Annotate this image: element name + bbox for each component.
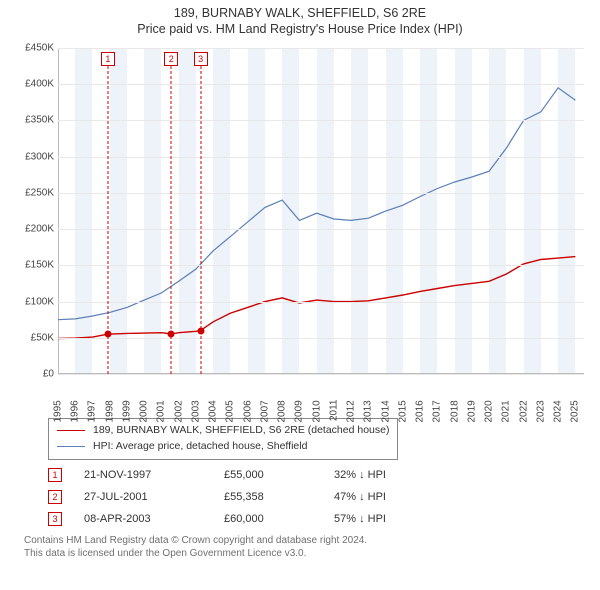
x-tick-label: 1995 bbox=[53, 400, 64, 426]
x-tick-label: 1999 bbox=[121, 400, 132, 426]
x-tick-label: 2000 bbox=[139, 400, 150, 426]
x-tick-label: 2014 bbox=[380, 400, 391, 426]
chart-container: 189, BURNABY WALK, SHEFFIELD, S6 2RE Pri… bbox=[0, 0, 600, 569]
legend-swatch bbox=[57, 430, 85, 431]
sale-date: 08-APR-2003 bbox=[84, 513, 224, 525]
sale-number-badge: 3 bbox=[48, 512, 62, 526]
sale-marker-dot bbox=[168, 330, 175, 337]
sale-hpi-delta: 47% ↓ HPI bbox=[334, 491, 386, 503]
y-tick-label: £0 bbox=[43, 369, 58, 380]
gridline bbox=[58, 229, 584, 230]
x-tick-label: 1996 bbox=[70, 400, 81, 426]
y-tick-label: £250K bbox=[25, 187, 58, 198]
gridline bbox=[58, 338, 584, 339]
sale-date: 27-JUL-2001 bbox=[84, 491, 224, 503]
x-tick-label: 2010 bbox=[311, 400, 322, 426]
x-tick-label: 2023 bbox=[535, 400, 546, 426]
footer-line-2: This data is licensed under the Open Gov… bbox=[24, 547, 588, 561]
x-tick-label: 2003 bbox=[190, 400, 201, 426]
x-tick-label: 2021 bbox=[501, 400, 512, 426]
x-tick-label: 2022 bbox=[518, 400, 529, 426]
x-tick-label: 2008 bbox=[277, 400, 288, 426]
sale-marker-dot bbox=[104, 331, 111, 338]
sale-price: £55,358 bbox=[224, 491, 334, 503]
sale-marker-box: 3 bbox=[194, 52, 208, 66]
legend-label: HPI: Average price, detached house, Shef… bbox=[93, 439, 307, 455]
gridline bbox=[58, 48, 584, 49]
title-line-2: Price paid vs. HM Land Registry's House … bbox=[12, 22, 588, 36]
x-tick-label: 2015 bbox=[397, 400, 408, 426]
sale-marker-line bbox=[107, 66, 108, 374]
x-tick-label: 1997 bbox=[87, 400, 98, 426]
footer-line-1: Contains HM Land Registry data © Crown c… bbox=[24, 534, 588, 548]
sales-table: 1 21-NOV-1997£55,00032% ↓ HPI 2 27-JUL-2001… bbox=[48, 468, 588, 526]
footer-attribution: Contains HM Land Registry data © Crown c… bbox=[24, 534, 588, 561]
title-line-1: 189, BURNABY WALK, SHEFFIELD, S6 2RE bbox=[12, 6, 588, 20]
gridline bbox=[58, 193, 584, 194]
x-tick-label: 2004 bbox=[208, 400, 219, 426]
gridline bbox=[58, 157, 584, 158]
x-tick-label: 2025 bbox=[570, 400, 581, 426]
x-tick-label: 2005 bbox=[225, 400, 236, 426]
x-tick-label: 2016 bbox=[415, 400, 426, 426]
x-tick-label: 2019 bbox=[466, 400, 477, 426]
sales-table-row: 1 21-NOV-1997£55,00032% ↓ HPI bbox=[48, 468, 588, 482]
x-tick-label: 2007 bbox=[259, 400, 270, 426]
x-tick-label: 2011 bbox=[328, 400, 339, 426]
x-tick-label: 2018 bbox=[449, 400, 460, 426]
gridline bbox=[58, 120, 584, 121]
sales-table-row: 2 27-JUL-2001£55,35847% ↓ HPI bbox=[48, 490, 588, 504]
sale-hpi-delta: 57% ↓ HPI bbox=[334, 513, 386, 525]
x-tick-label: 2012 bbox=[346, 400, 357, 426]
y-tick-label: £350K bbox=[25, 115, 58, 126]
x-tick-label: 2009 bbox=[294, 400, 305, 426]
y-tick-label: £150K bbox=[25, 260, 58, 271]
sale-hpi-delta: 32% ↓ HPI bbox=[334, 469, 386, 481]
y-tick-label: £200K bbox=[25, 224, 58, 235]
line-series-svg bbox=[58, 48, 584, 374]
legend-item: HPI: Average price, detached house, Shef… bbox=[57, 439, 389, 455]
sale-marker-dot bbox=[197, 327, 204, 334]
sale-marker-box: 2 bbox=[164, 52, 178, 66]
x-tick-label: 2006 bbox=[242, 400, 253, 426]
y-tick-label: £50K bbox=[31, 332, 58, 343]
title-block: 189, BURNABY WALK, SHEFFIELD, S6 2RE Pri… bbox=[12, 6, 588, 36]
y-tick-label: £100K bbox=[25, 296, 58, 307]
x-tick-label: 2001 bbox=[156, 400, 167, 426]
series-line bbox=[58, 257, 575, 339]
gridline bbox=[58, 265, 584, 266]
x-tick-label: 2013 bbox=[363, 400, 374, 426]
sale-price: £60,000 bbox=[224, 513, 334, 525]
x-tick-label: 2017 bbox=[432, 400, 443, 426]
x-tick-label: 1998 bbox=[104, 400, 115, 426]
sales-table-row: 3 08-APR-2003£60,00057% ↓ HPI bbox=[48, 512, 588, 526]
series-line bbox=[58, 88, 575, 320]
x-tick-label: 2024 bbox=[553, 400, 564, 426]
sale-date: 21-NOV-1997 bbox=[84, 469, 224, 481]
chart-area: £0 £50K £100K £150K £200K £250K £300K £350K £400… bbox=[12, 42, 588, 412]
sale-number-badge: 1 bbox=[48, 468, 62, 482]
legend-swatch bbox=[57, 446, 85, 447]
sale-marker-box: 1 bbox=[101, 52, 115, 66]
x-tick-label: 2020 bbox=[484, 400, 495, 426]
y-tick-label: £400K bbox=[25, 79, 58, 90]
y-tick-label: £450K bbox=[25, 43, 58, 54]
gridline bbox=[58, 302, 584, 303]
x-tick-label: 2002 bbox=[173, 400, 184, 426]
gridline bbox=[58, 84, 584, 85]
sale-price: £55,000 bbox=[224, 469, 334, 481]
sale-number-badge: 2 bbox=[48, 490, 62, 504]
plot-region: £0£50K£100K£150K£200K£250K£300K£350K£400… bbox=[58, 48, 584, 374]
sale-marker-line bbox=[171, 66, 172, 374]
gridline bbox=[58, 374, 584, 375]
y-tick-label: £300K bbox=[25, 151, 58, 162]
